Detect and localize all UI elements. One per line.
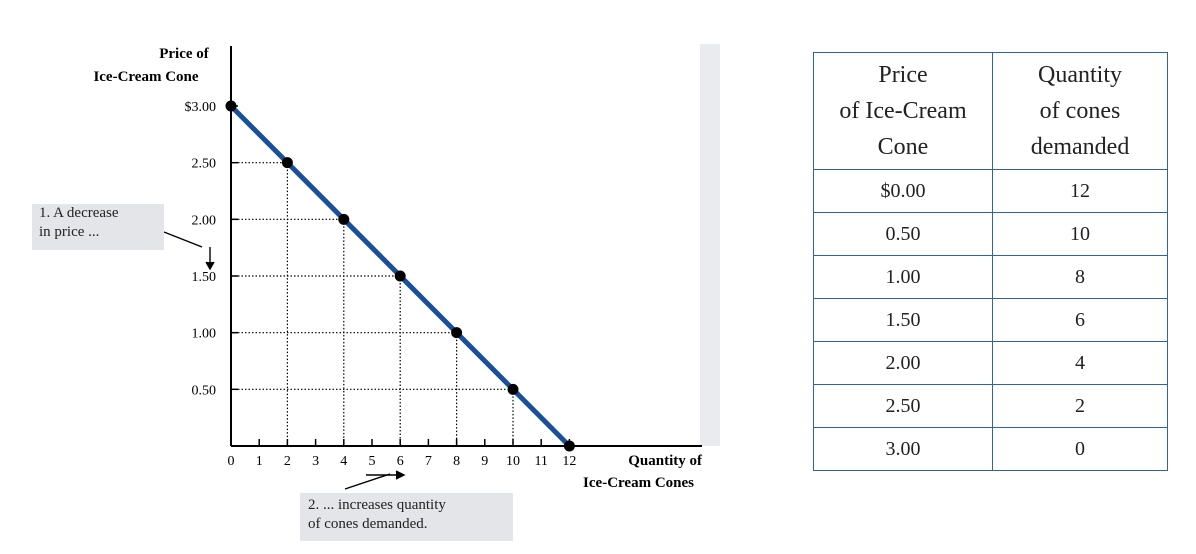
data-point — [225, 100, 237, 112]
quantity-cell: 12 — [992, 169, 1168, 213]
demand-schedule-table: Price of Ice-Cream Cone Quantity of cone… — [813, 52, 1168, 471]
quantity-cell: 8 — [992, 255, 1168, 299]
chart-shadow — [700, 44, 720, 446]
data-point — [563, 440, 575, 452]
x-tick-label: 11 — [534, 454, 547, 469]
x-tick-label: 10 — [506, 454, 520, 469]
price-cell: 2.00 — [813, 341, 993, 385]
header-quantity-line1: Quantity — [1038, 62, 1122, 88]
x-tick-label: 3 — [312, 454, 319, 469]
data-point — [451, 327, 463, 339]
data-point — [281, 157, 293, 169]
callout-quantity-increase-line1: 2. ... increases quantity — [308, 497, 446, 513]
price-cell: 2.50 — [813, 384, 993, 428]
table-row: 1.50 6 — [813, 298, 1168, 342]
table-row: 2.00 4 — [813, 341, 1168, 385]
callout-price-decrease-line2: in price ... — [39, 224, 100, 240]
y-tick-label: 1.00 — [192, 327, 217, 342]
table-row: 3.00 0 — [813, 427, 1168, 471]
y-tick-label: 2.00 — [192, 213, 217, 228]
table-header-row: Price of Ice-Cream Cone Quantity of cone… — [813, 52, 1168, 170]
x-tick-label: 12 — [562, 454, 576, 469]
data-point — [338, 213, 350, 225]
y-axis-ticks: $3.00 2.50 2.00 1.50 1.00 0.50 — [185, 100, 238, 398]
callout1-leader — [163, 231, 203, 248]
callout-quantity-increase-line2: of cones demanded. — [308, 516, 428, 532]
callout-price-decrease: 1. A decrease in price ... — [32, 204, 164, 250]
down-arrow-icon — [205, 261, 215, 271]
price-cell: 1.50 — [813, 298, 993, 342]
table-body: $0.00 12 0.50 10 1.00 8 1.50 6 2.00 4 2.50 2 3.00 0 — [813, 169, 1168, 471]
callout-quantity-increase: 2. ... increases quantity of cones deman… — [300, 493, 513, 541]
x-tick-label: 2 — [284, 454, 291, 469]
x-axis-title-line2: Ice-Cream Cones — [583, 475, 694, 491]
y-tick-label: 1.50 — [192, 270, 217, 285]
quantity-cell: 0 — [992, 427, 1168, 471]
callout-price-decrease-line1: 1. A decrease — [39, 205, 119, 221]
header-price-line1: Price — [878, 62, 928, 88]
header-price-line2: of Ice-Cream — [839, 98, 967, 124]
table-row: 1.00 8 — [813, 255, 1168, 299]
header-quantity: Quantity of cones demanded — [992, 52, 1168, 170]
data-point — [394, 270, 406, 282]
y-axis-title-line2: Ice-Cream Cone — [93, 69, 198, 85]
price-cell: 0.50 — [813, 212, 993, 256]
x-tick-label: 1 — [256, 454, 263, 469]
table-row: 2.50 2 — [813, 384, 1168, 428]
table-row: 0.50 10 — [813, 212, 1168, 256]
quantity-cell: 10 — [992, 212, 1168, 256]
y-tick-label: 2.50 — [192, 157, 217, 172]
header-price-line3: Cone — [877, 134, 929, 160]
callout-arrows — [163, 231, 406, 490]
price-cell: 1.00 — [813, 255, 993, 299]
demand-curve-chart: $3.002.502.001.501.000.50 0 1 2 3 4 5 6 7 8 9 10 11… — [93, 44, 720, 491]
quantity-cell: 6 — [992, 298, 1168, 342]
right-arrow-icon — [395, 470, 406, 480]
callout2-leader — [344, 473, 391, 490]
x-tick-label: 7 — [425, 454, 432, 469]
x-tick-label: 0 — [228, 454, 235, 469]
x-tick-label: 4 — [340, 454, 347, 469]
x-axis-ticks: 0 1 2 3 4 5 6 7 8 9 10 11 12 — [228, 439, 576, 469]
header-quantity-line2: of cones — [1039, 98, 1121, 124]
quantity-cell: 2 — [992, 384, 1168, 428]
data-point — [507, 383, 519, 395]
y-tick-label: 0.50 — [192, 383, 217, 398]
y-tick-label: $3.00 — [185, 100, 217, 115]
x-tick-label: 5 — [369, 454, 376, 469]
x-tick-label: 9 — [481, 454, 488, 469]
x-axis-title-line1: Quantity of — [628, 453, 703, 469]
table-row: $0.00 12 — [813, 169, 1168, 213]
header-quantity-line3: demanded — [1030, 134, 1130, 160]
price-cell: $0.00 — [813, 169, 993, 213]
x-tick-label: 6 — [397, 454, 404, 469]
quantity-cell: 4 — [992, 341, 1168, 385]
dotted-gridlines — [231, 162, 514, 446]
demand-series — [225, 100, 575, 452]
axes — [230, 46, 702, 447]
header-price: Price of Ice-Cream Cone — [813, 52, 993, 170]
price-cell: 3.00 — [813, 427, 993, 471]
x-tick-label: 8 — [453, 454, 460, 469]
y-axis-title-line1: Price of — [159, 46, 210, 62]
